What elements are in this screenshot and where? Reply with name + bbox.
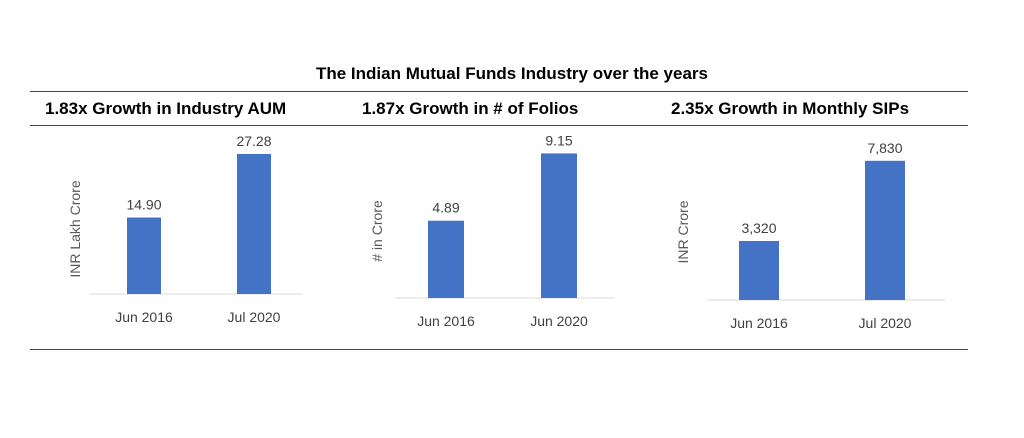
aum-bar-2 [237,153,271,294]
folios-bar-1 [428,220,464,298]
aum-x-tick-label-2: Jul 2020 [228,309,281,325]
aum-x-tick-label-1: Jun 2016 [115,309,173,325]
sips-bar-2 [865,160,905,300]
aum-y-axis-title: INR Lakh Crore [67,180,83,277]
sips-data-label-1: 3,320 [741,220,776,236]
folios-data-label-1: 4.89 [432,200,459,216]
folios-bar-2 [541,153,577,298]
folios-x-tick-label-2: Jun 2020 [530,313,588,329]
bottom-divider [30,349,968,350]
sips-data-label-2: 7,830 [867,140,902,156]
top-divider [30,91,968,92]
sips-y-axis-title: INR Crore [675,200,691,263]
folios-x-tick-label-1: Jun 2016 [417,313,475,329]
aum-data-label-2: 27.28 [236,133,271,149]
sips-bar-1 [739,240,779,300]
folios-y-axis-title: # in Crore [369,200,385,262]
sips-chart-title: 2.35x Growth in Monthly SIPs [671,99,910,118]
aum-data-label-1: 14.90 [126,197,161,213]
sips-x-tick-label-1: Jun 2016 [730,315,788,331]
header-divider [30,125,968,126]
sips-x-tick-label-2: Jul 2020 [859,315,912,331]
aum-bar-1 [127,217,161,294]
folios-chart-title: 1.87x Growth in # of Folios [362,99,579,118]
folios-data-label-2: 9.15 [545,132,572,148]
page-title: The Indian Mutual Funds Industry over th… [315,64,708,83]
aum-chart-title: 1.83x Growth in Industry AUM [45,99,287,118]
